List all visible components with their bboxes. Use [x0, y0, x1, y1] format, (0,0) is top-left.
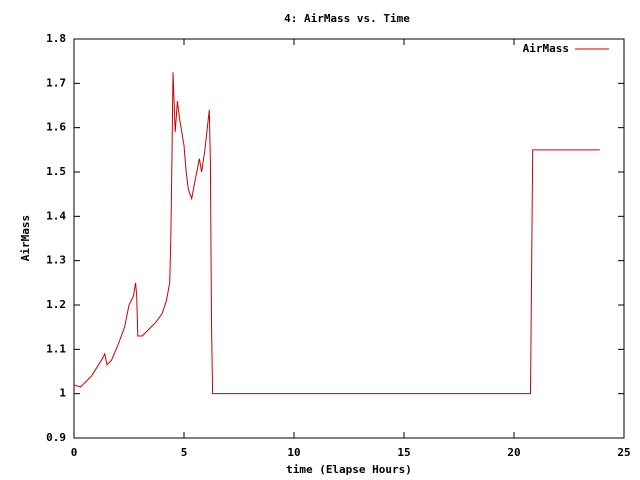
x-tick-label: 15 — [397, 446, 410, 459]
data-line — [73, 72, 600, 395]
y-tick-label: 1.2 — [46, 298, 66, 311]
x-tick-label: 0 — [71, 446, 78, 459]
y-tick-label: 1.5 — [46, 165, 66, 178]
y-tick-label: 0.9 — [46, 431, 66, 444]
y-tick-label: 1.6 — [46, 121, 66, 134]
y-tick-label: 1.3 — [46, 254, 66, 267]
x-tick-label: 10 — [287, 446, 300, 459]
x-axis-label: time (Elapse Hours) — [286, 463, 412, 476]
chart-title: 4: AirMass vs. Time — [284, 12, 410, 25]
y-tick-label: 1.1 — [46, 342, 66, 355]
y-axis-label: AirMass — [19, 215, 32, 261]
legend-label: AirMass — [523, 42, 569, 55]
y-tick-label: 1.4 — [46, 209, 66, 222]
plot-border — [73, 38, 625, 439]
y-tick-label: 1 — [59, 387, 66, 400]
y-tick-label: 1.7 — [46, 76, 66, 89]
y-tick-label: 1.8 — [46, 32, 66, 45]
x-tick-label: 25 — [617, 446, 630, 459]
x-tick-label: 20 — [507, 446, 520, 459]
x-tick-label: 5 — [181, 446, 188, 459]
